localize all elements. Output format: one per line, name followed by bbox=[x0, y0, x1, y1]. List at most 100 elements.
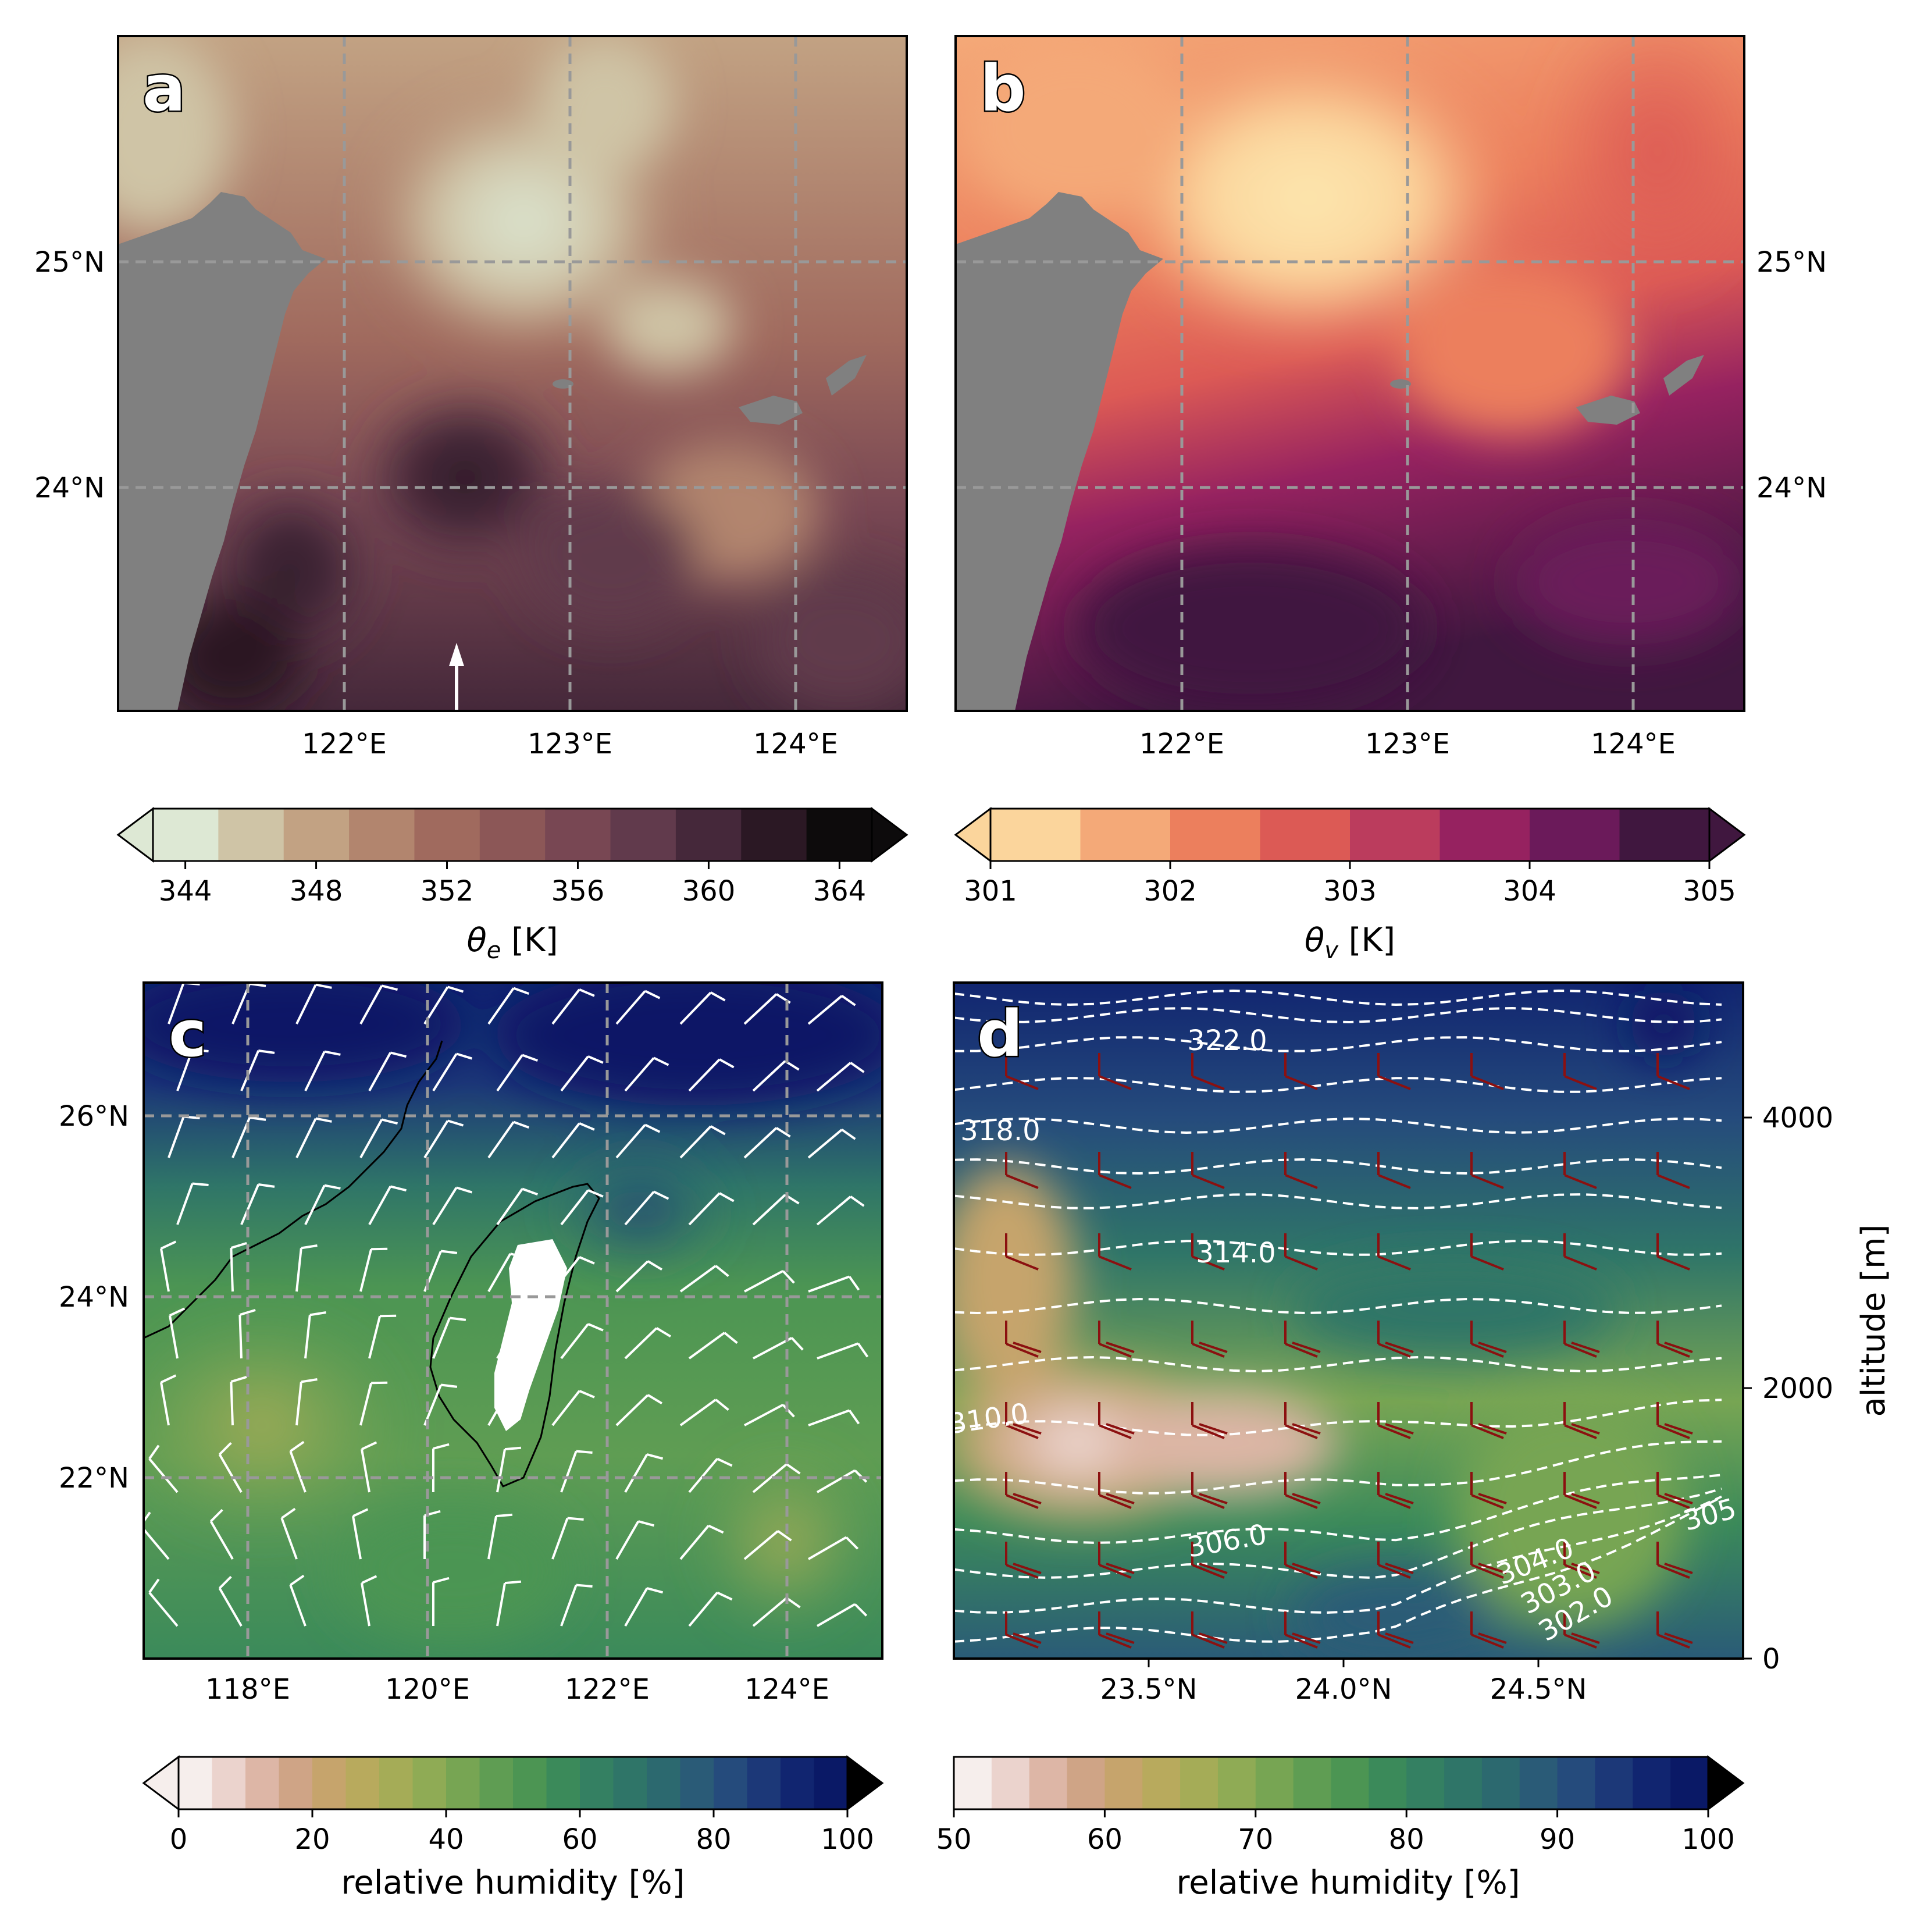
wind-barb-feather bbox=[1471, 1343, 1504, 1358]
wind-barb-feather bbox=[1378, 1343, 1411, 1358]
wind-barb-feather bbox=[1751, 1076, 1783, 1089]
colorbar-c: 0 20 40 60 80 100 bbox=[142, 1755, 884, 1856]
colorbar-a: 344 348 352 356 360 364 bbox=[116, 807, 908, 908]
wind-barb-feather bbox=[1106, 1342, 1135, 1353]
wind-barb-feather bbox=[715, 1265, 729, 1278]
wind-barb-feather bbox=[1664, 1423, 1693, 1435]
wind-barb-feather bbox=[309, 1311, 326, 1317]
wind-barb bbox=[688, 1592, 718, 1627]
wind-barb bbox=[752, 1060, 786, 1092]
colorbar-segment bbox=[446, 1757, 480, 1809]
wind-barb bbox=[368, 1052, 392, 1091]
wind-barb-feather bbox=[1013, 1632, 1042, 1644]
colorbar-segment bbox=[1619, 809, 1710, 861]
wind-barb-feather bbox=[513, 987, 530, 995]
y-tick-label: 24°N bbox=[1756, 472, 1827, 504]
contour-label: 322.0 bbox=[1187, 1024, 1267, 1057]
wind-barbs-d bbox=[1005, 1053, 1783, 1649]
colorbar-extend-low bbox=[954, 807, 992, 863]
wind-barb-feather bbox=[301, 1378, 318, 1383]
colorbar-segment bbox=[279, 1757, 313, 1809]
colorbar-segment bbox=[1142, 1757, 1181, 1809]
wind-barb-feather bbox=[710, 991, 726, 1002]
wind-barb-feather bbox=[1378, 1424, 1411, 1439]
wind-barb bbox=[304, 1184, 326, 1225]
wind-barb-feather bbox=[579, 988, 595, 997]
wind-barb-feather bbox=[440, 1250, 458, 1254]
wind-barb-feather bbox=[786, 1463, 801, 1475]
colorbar-extend-low bbox=[142, 1755, 180, 1811]
wind-barb-feather bbox=[1192, 1343, 1225, 1358]
y-tick-label: 4000 bbox=[1762, 1102, 1833, 1134]
theta-contour bbox=[954, 1240, 1722, 1256]
wind-barb bbox=[289, 1584, 307, 1627]
wind-barb-feather bbox=[719, 1058, 735, 1069]
wind-barb-feather bbox=[1471, 1634, 1504, 1649]
wind-barb-feather bbox=[587, 1189, 604, 1198]
wind-barb-feather bbox=[1013, 1493, 1042, 1504]
wind-barb bbox=[352, 1515, 362, 1560]
wind-barb bbox=[816, 1469, 856, 1493]
colorbar-extend-low bbox=[116, 807, 154, 863]
wind-barb-feather bbox=[456, 1052, 473, 1060]
wind-barb-feather bbox=[1192, 1075, 1225, 1090]
colorbar-segment bbox=[1557, 1757, 1596, 1809]
wind-barb-feather bbox=[1657, 1634, 1690, 1649]
x-tick-label: 123°E bbox=[1365, 728, 1450, 760]
colorbar-b-label: θv [K] bbox=[1305, 921, 1395, 964]
wind-barb bbox=[624, 1454, 648, 1493]
wind-barb-feather bbox=[496, 1513, 513, 1518]
y-ticks-b: 25°N 24°N bbox=[1756, 246, 1827, 504]
wind-barb-feather bbox=[1478, 1493, 1507, 1504]
wind-barb-feather bbox=[786, 1597, 801, 1609]
wind-barb bbox=[679, 1399, 717, 1426]
theta-contour bbox=[954, 1077, 1722, 1093]
wind-barb bbox=[752, 1463, 788, 1493]
wind-barb-feather bbox=[1099, 1075, 1132, 1090]
wind-barb-feather bbox=[513, 1120, 530, 1129]
wind-barb bbox=[624, 1191, 655, 1226]
wind-barb-feather bbox=[290, 1574, 305, 1586]
wind-barb-feather bbox=[647, 1260, 662, 1271]
wind-barb-feather bbox=[857, 1343, 869, 1358]
wind-barb-feather bbox=[715, 1399, 729, 1411]
wind-barb-feather bbox=[1657, 1424, 1690, 1439]
wind-barb bbox=[169, 1315, 179, 1359]
y-tick-label: 24°N bbox=[34, 472, 105, 504]
theta-contour bbox=[954, 989, 1722, 1006]
wind-barb-feather bbox=[1564, 1174, 1597, 1189]
wind-barb-feather bbox=[1657, 1174, 1690, 1189]
wind-barb-feather bbox=[1571, 1493, 1600, 1504]
wind-barb bbox=[624, 1588, 648, 1627]
theta-contour bbox=[954, 1399, 1722, 1436]
wind-barb-feather bbox=[1285, 1494, 1318, 1509]
wind-barb-feather bbox=[440, 1383, 458, 1388]
wind-barb-feather bbox=[1199, 1563, 1228, 1574]
wind-barb bbox=[753, 1337, 793, 1360]
wind-barb bbox=[560, 1323, 589, 1360]
colorbar-segment bbox=[990, 809, 1081, 861]
wind-barb-feather bbox=[782, 1404, 795, 1418]
wind-barb-feather bbox=[1471, 1424, 1504, 1439]
colorbar-segment bbox=[479, 1757, 514, 1809]
colorbar-extend-high bbox=[1708, 807, 1746, 863]
wind-barb-feather bbox=[653, 1056, 669, 1066]
wind-barb bbox=[679, 1125, 712, 1159]
wind-barb-feather bbox=[161, 1240, 177, 1250]
wind-barb bbox=[176, 1183, 194, 1225]
wind-barb-feather bbox=[447, 985, 464, 993]
wind-barb-feather bbox=[433, 1443, 450, 1450]
wind-barb bbox=[816, 1062, 851, 1092]
wind-barb bbox=[807, 995, 843, 1025]
wind-barb bbox=[359, 985, 383, 1024]
wind-barb-feather bbox=[1006, 1174, 1039, 1189]
wind-barb-feather bbox=[1385, 1342, 1414, 1353]
wind-barb-feather bbox=[708, 1524, 724, 1534]
wind-barb-feather bbox=[1385, 1632, 1414, 1644]
wind-barb-feather bbox=[579, 1390, 595, 1399]
wind-barb bbox=[496, 1320, 521, 1360]
wind-barb-feather bbox=[1099, 1343, 1132, 1358]
wind-barb-feather bbox=[1292, 1632, 1321, 1644]
wind-barb bbox=[361, 1449, 370, 1493]
wind-barb bbox=[295, 1382, 302, 1426]
